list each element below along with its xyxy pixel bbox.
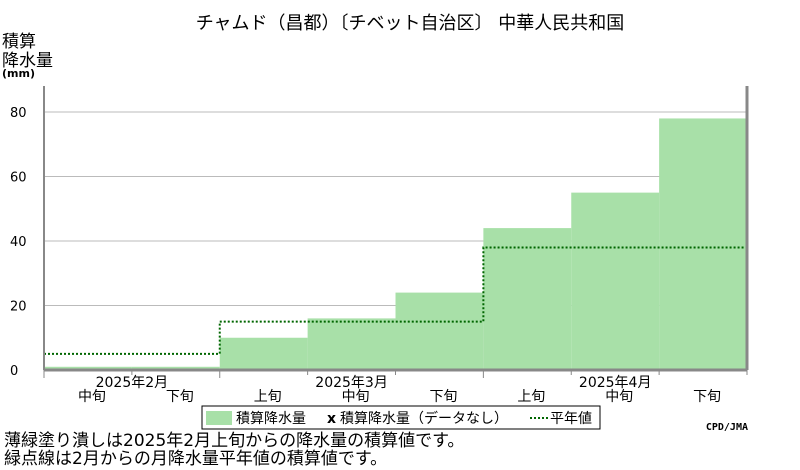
note-line-2: 緑点線は2月からの月降水量平年値の積算値です。 xyxy=(4,449,388,469)
legend: 積算降水量 x 積算降水量（データなし） 平年値 xyxy=(201,405,601,430)
y-tick-label-40: 40 xyxy=(10,235,27,250)
bar-7 xyxy=(659,118,747,370)
month-label-1: 2025年3月 xyxy=(315,375,388,391)
legend-swatch-accumulated xyxy=(206,411,232,425)
legend-item-missing-marker: x xyxy=(327,411,336,427)
plot-frame xyxy=(43,86,749,378)
x-tick-label-7: 下旬 xyxy=(693,389,721,405)
bar-1 xyxy=(131,366,220,370)
bar-2 xyxy=(219,337,308,370)
y-axis-label-line-2: 降水量 xyxy=(2,51,53,71)
legend-item-accumulated: 積算降水量 xyxy=(236,411,306,427)
x-tick-label-6: 中旬 xyxy=(605,389,633,405)
y-tick-label-80: 80 xyxy=(10,106,27,121)
bar-5 xyxy=(483,228,572,370)
chart-title: チャムド（昌都）〔チベット自治区〕 中華人民共和国 xyxy=(196,13,625,34)
bar-3 xyxy=(307,318,396,370)
y-tick-label-60: 60 xyxy=(10,171,27,186)
month-label-2: 2025年4月 xyxy=(579,375,652,391)
y-tick-label-20: 20 xyxy=(10,300,27,315)
bar-0 xyxy=(44,366,132,370)
y-tick-label-0: 0 xyxy=(10,364,18,379)
x-tick-label-4: 下旬 xyxy=(429,389,457,405)
legend-item-normal: 平年値 xyxy=(550,411,592,427)
x-tick-label-2: 上旬 xyxy=(254,389,282,405)
legend-item-missing: 積算降水量（データなし） xyxy=(340,410,508,427)
month-label-0: 2025年2月 xyxy=(96,375,169,391)
credit-text: CPD/JMA xyxy=(706,422,748,433)
y-axis-label-line-1: 積算 xyxy=(2,32,36,52)
bar-6 xyxy=(571,192,660,370)
accumulated-precipitation-area xyxy=(44,118,747,370)
y-axis-unit: (mm) xyxy=(2,67,35,80)
bar-4 xyxy=(395,292,484,370)
legend-box xyxy=(201,405,601,430)
x-tick-label-5: 上旬 xyxy=(517,389,545,405)
y-axis-ticks: 0 20 40 60 80 xyxy=(10,106,27,379)
x-tick-label-1: 下旬 xyxy=(166,389,194,405)
x-tick-label-3: 中旬 xyxy=(342,389,370,405)
x-tick-label-0: 中旬 xyxy=(78,389,106,405)
note-line-1: 薄緑塗り潰しは2025年2月上旬からの降水量の積算値です。 xyxy=(4,431,465,451)
